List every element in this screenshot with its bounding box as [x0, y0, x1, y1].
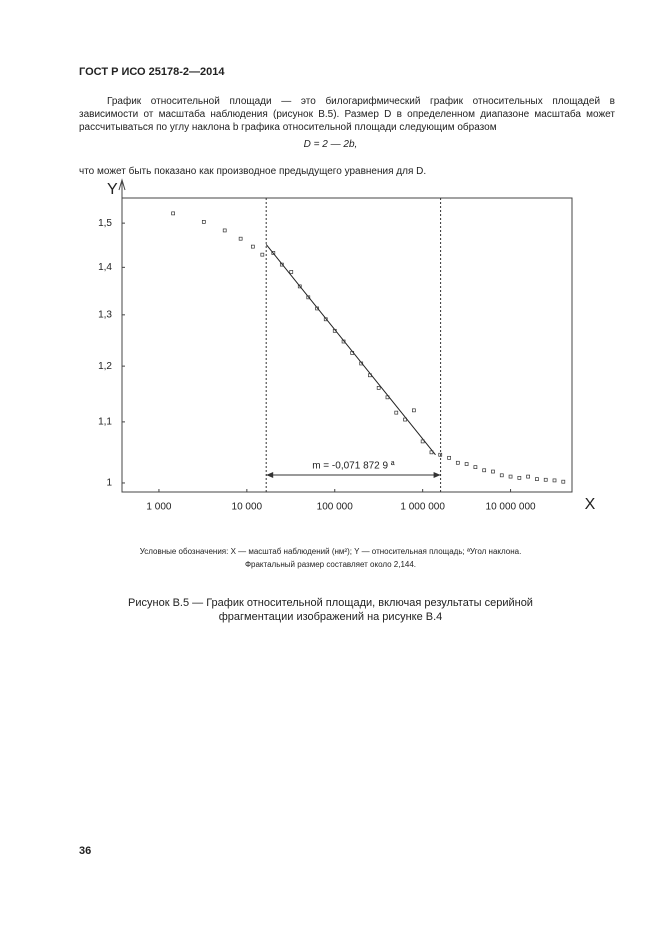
data-point: [297, 284, 302, 289]
x-tick-label: 1 000 000: [400, 502, 445, 513]
data-point: [411, 408, 416, 413]
data-point: [543, 477, 548, 482]
paragraph: График относительной площади — это билог…: [79, 96, 615, 133]
arrow-head: [433, 472, 441, 478]
data-point: [289, 270, 294, 274]
data-point: [323, 317, 328, 322]
data-point: [359, 361, 364, 366]
data-point: [447, 455, 451, 460]
x-axis-label: X: [585, 496, 596, 513]
y-tick-label: 1,5: [98, 218, 112, 229]
note: Фрактальный размер составляет около 2,14…: [244, 560, 417, 569]
y-tick-label: 1: [106, 478, 112, 489]
data-point: [420, 439, 425, 444]
data-point: [561, 479, 566, 484]
y-tick-label: 1,4: [98, 262, 112, 273]
data-point: [482, 468, 487, 473]
data-point: [201, 220, 206, 224]
paragraph: что может быть показано как производное …: [79, 166, 427, 177]
data-point: [535, 477, 539, 481]
data-point: [238, 236, 243, 241]
data-point: [306, 295, 311, 300]
data-point: [368, 373, 372, 378]
chart: Y X 1 1,1 1,2 1,3 1,4 1,5 1 000 10 000 100 000 1 00…: [98, 178, 596, 513]
annotation: m = -0,071 872 9 ª: [312, 461, 395, 472]
y-tick-label: 1,3: [98, 309, 112, 320]
data-point: [464, 462, 469, 466]
formula: D = 2 — 2b,: [303, 139, 358, 150]
data-point: [552, 478, 557, 483]
data-point: [341, 339, 346, 344]
x-tick-label: 10 000: [232, 502, 263, 513]
data-point: [517, 476, 522, 480]
y-axis-label: Y: [107, 181, 118, 198]
data-point: [376, 386, 381, 390]
data-point: [508, 474, 513, 479]
data-point: [260, 252, 265, 257]
axis-arrow: [118, 178, 126, 191]
page-number: 36: [79, 845, 92, 857]
fit-line: [265, 244, 436, 456]
data-point: [315, 306, 319, 311]
data-point: [455, 460, 460, 465]
data-point: [394, 410, 399, 415]
data-point: [250, 244, 255, 249]
data-point: [222, 228, 227, 233]
header: ГОСТ Р ИСО 25178-2—2014: [79, 66, 225, 78]
data-point: [491, 469, 495, 474]
data-point: [171, 211, 175, 216]
x-tick-label: 100 000: [317, 502, 354, 513]
data-point: [526, 474, 530, 479]
data-point: [438, 452, 443, 457]
y-tick-label: 1,1: [98, 417, 112, 428]
caption: Рисунок В.5 — График относительной площа…: [128, 597, 533, 623]
data-point: [499, 473, 504, 478]
arrow-head: [266, 472, 274, 478]
data-point: [429, 450, 434, 455]
data-point: [403, 417, 407, 422]
x-tick-label: 10 000 000: [486, 502, 536, 513]
data-point: [271, 251, 276, 255]
data-point: [385, 395, 390, 400]
y-tick-label: 1,2: [98, 361, 112, 372]
data-point: [279, 262, 284, 267]
data-point: [350, 351, 355, 355]
x-tick-label: 1 000: [146, 502, 171, 513]
data-point: [473, 465, 478, 469]
note: Условные обозначения: X — масштаб наблюд…: [139, 547, 522, 556]
data-point: [332, 328, 337, 333]
